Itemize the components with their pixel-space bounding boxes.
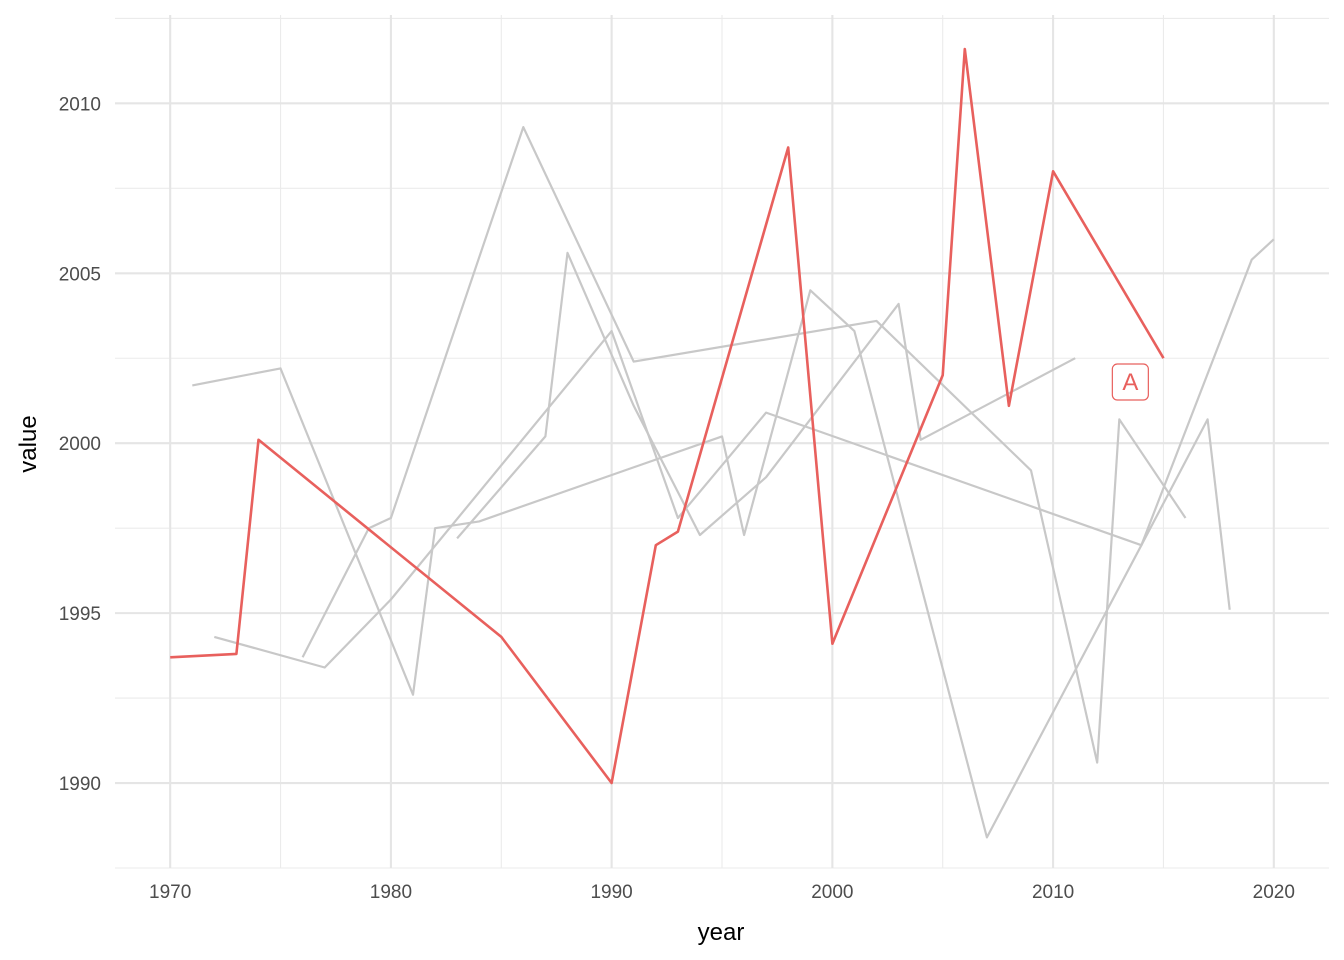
major-gridlines bbox=[115, 15, 1329, 868]
y-tick-label: 1990 bbox=[59, 774, 101, 795]
x-tick-label: 2020 bbox=[1253, 882, 1295, 903]
y-tick-label: 2005 bbox=[59, 264, 101, 285]
annotation-label-box bbox=[1111, 363, 1149, 401]
context-series-line bbox=[456, 251, 1076, 540]
y-axis-tick-labels: 1990 1995 2000 2005 2010 bbox=[59, 94, 101, 795]
y-axis-title: value bbox=[15, 415, 42, 472]
highlighted-series-line bbox=[170, 47, 1165, 785]
context-series-line bbox=[214, 330, 1231, 669]
series-lines bbox=[170, 47, 1275, 839]
annotations: A bbox=[1111, 363, 1149, 401]
x-tick-label: 1980 bbox=[370, 882, 412, 903]
minor-gridlines bbox=[115, 15, 1329, 869]
annotation-label-text: A bbox=[1122, 369, 1138, 396]
x-axis-title: year bbox=[698, 919, 745, 946]
x-tick-label: 1990 bbox=[590, 882, 632, 903]
x-tick-label: 1970 bbox=[149, 882, 191, 903]
x-tick-label: 2000 bbox=[811, 882, 853, 903]
y-tick-label: 1995 bbox=[59, 604, 101, 625]
y-tick-label: 2000 bbox=[59, 434, 101, 455]
y-tick-label: 2010 bbox=[59, 94, 101, 115]
context-series-line bbox=[301, 125, 1187, 764]
x-tick-label: 2010 bbox=[1032, 882, 1074, 903]
x-axis-tick-labels: 1970 1980 1990 2000 2010 2020 bbox=[149, 882, 1295, 903]
